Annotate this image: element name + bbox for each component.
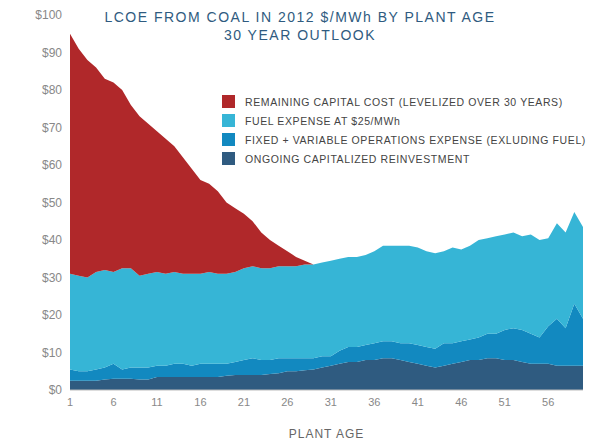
svg-text:$90: $90 — [42, 46, 62, 60]
html-text:ONGOING CAPITALIZED REINVESTME: ONGOING CAPITALIZED REINVESTMENT — [245, 152, 470, 165]
svg-text:$80: $80 — [42, 83, 62, 97]
svg-text:PLANT AGE: PLANT AGE — [289, 427, 364, 441]
svg-text:41: 41 — [412, 396, 424, 408]
svg-text:$100: $100 — [35, 8, 62, 22]
svg-text:16: 16 — [194, 396, 206, 408]
svg-text:$20: $20 — [42, 308, 62, 322]
svg-text:$0: $0 — [49, 383, 63, 397]
svg-text:46: 46 — [455, 396, 467, 408]
svg-text:1: 1 — [67, 396, 73, 408]
svg-text:$70: $70 — [42, 121, 62, 135]
html-text:30 YEAR OUTLOOK: 30 YEAR OUTLOOK — [223, 27, 377, 43]
html-text:LCOE FROM COAL IN 2012 $/MWh B: LCOE FROM COAL IN 2012 $/MWh BY PLANT AG… — [104, 9, 496, 25]
svg-text:$10: $10 — [42, 346, 62, 360]
svg-text:56: 56 — [542, 396, 554, 408]
svg-text:$40: $40 — [42, 233, 62, 247]
svg-text:31: 31 — [325, 396, 337, 408]
svg-text:11: 11 — [151, 396, 162, 408]
svg-text:36: 36 — [368, 396, 380, 408]
html-text:REMAINING CAPITAL COST (LEVELI: REMAINING CAPITAL COST (LEVELIZED OVER 3… — [245, 95, 563, 108]
svg-text:$60: $60 — [42, 158, 62, 172]
svg-text:26: 26 — [281, 396, 293, 408]
svg-text:$30: $30 — [42, 271, 62, 285]
svg-text:$50: $50 — [42, 196, 62, 210]
svg-text:6: 6 — [110, 396, 116, 408]
svg-text:51: 51 — [499, 396, 511, 408]
svg-text:21: 21 — [238, 396, 250, 408]
html-text:FUEL EXPENSE AT $25/MWh: FUEL EXPENSE AT $25/MWh — [245, 114, 401, 127]
html-text:FIXED + VARIABLE OPERATIONS EX: FIXED + VARIABLE OPERATIONS EXPENSE (EXL… — [245, 133, 586, 146]
